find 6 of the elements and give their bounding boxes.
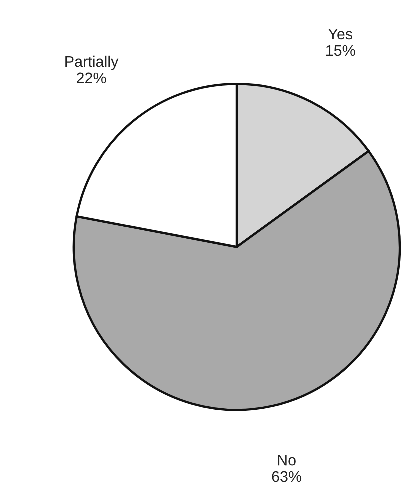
slice-label: Partially xyxy=(66,56,119,70)
data-label: 63% xyxy=(272,471,302,482)
slice-label: Yes xyxy=(328,29,353,40)
data-label: 22% xyxy=(77,72,106,84)
data-label: 15% xyxy=(326,45,356,56)
slice-label: No xyxy=(278,455,296,466)
